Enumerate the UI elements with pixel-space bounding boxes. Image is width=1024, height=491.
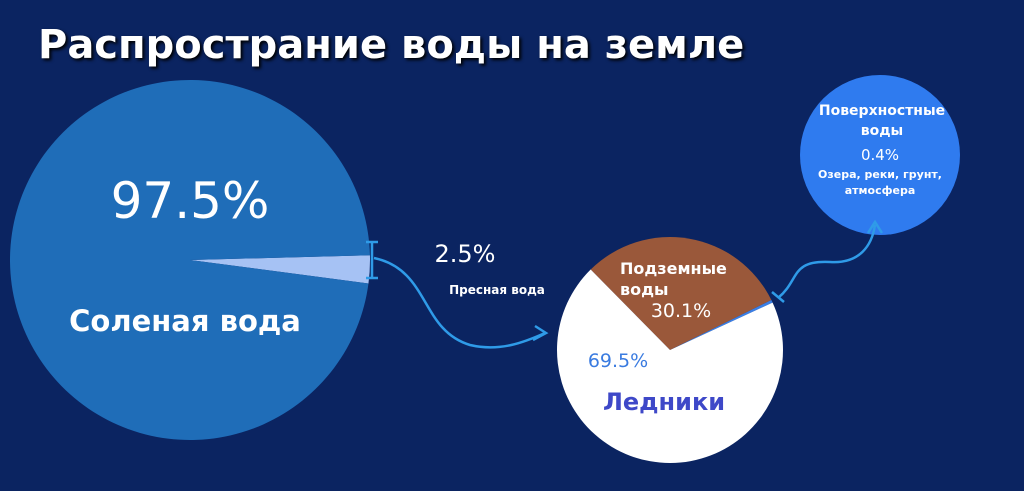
value-label: 0.4% — [860, 146, 900, 164]
value-label: 69.5% — [587, 350, 649, 372]
arrows — [366, 219, 884, 349]
pie-slice — [590, 236, 772, 350]
value-label: 30.1% — [650, 300, 712, 322]
pie-slice — [10, 79, 370, 440]
surface-water-circle — [800, 75, 960, 235]
arrow — [777, 224, 877, 299]
arrow — [373, 256, 546, 349]
annotation: Озера, реки, грунт, атмосфера — [818, 168, 942, 197]
value-label: 97.5% — [110, 172, 270, 230]
arrow-head — [866, 219, 884, 234]
arrow-head — [532, 324, 549, 342]
pie-slice — [670, 300, 773, 350]
pie-slice — [557, 269, 783, 463]
label: Соленая вода — [69, 304, 301, 338]
label: Пресная вода — [449, 283, 545, 297]
arrow-tail — [771, 291, 785, 303]
value-label: 2.5% — [434, 240, 496, 268]
pie-slice — [190, 255, 370, 284]
bracket — [366, 240, 378, 280]
title: Распространие воды на земле — [38, 22, 745, 68]
label: Поверхностные воды — [818, 103, 946, 139]
label: Ледники — [602, 388, 726, 416]
label: Подземные воды — [620, 259, 727, 299]
